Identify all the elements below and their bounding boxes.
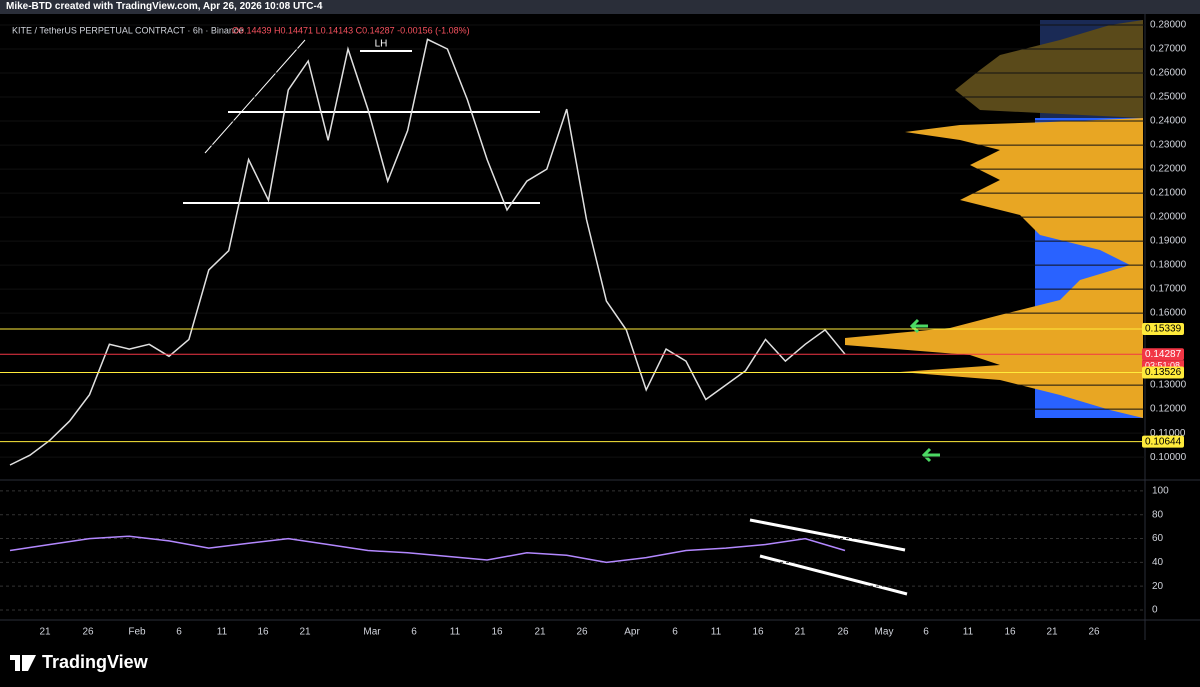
arrow bbox=[921, 447, 940, 463]
y-tick-label: 0.10000 bbox=[1150, 452, 1187, 463]
header: Mike-BTD created with TradingView.com, A… bbox=[0, 0, 1200, 14]
y-tick-label: 20 bbox=[1152, 581, 1164, 592]
x-tick-label: Mar bbox=[363, 627, 381, 638]
symbol-title: KITE / TetherUS PERPETUAL CONTRACT · 6h … bbox=[12, 25, 243, 35]
x-tick-label: 21 bbox=[1046, 627, 1058, 638]
osc-trend bbox=[759, 554, 908, 596]
y-tick-label: 0.22000 bbox=[1150, 164, 1187, 175]
price-label: 0.10644 bbox=[1145, 436, 1182, 447]
x-tick-label: 16 bbox=[491, 627, 503, 638]
y-tick-label: 0.13000 bbox=[1150, 380, 1187, 391]
trend-line bbox=[204, 39, 306, 154]
chart: KITE / TetherUS PERPETUAL CONTRACT · 6h … bbox=[0, 14, 1200, 640]
price-label: 0.14287 bbox=[1145, 349, 1182, 360]
y-tick-label: 0.26000 bbox=[1150, 68, 1187, 79]
annotation: LH bbox=[375, 39, 388, 50]
y-tick-label: 0.19000 bbox=[1150, 236, 1187, 247]
y-tick-label: 0.20000 bbox=[1150, 212, 1187, 223]
x-tick-label: 21 bbox=[39, 627, 51, 638]
x-tick-label: 26 bbox=[576, 627, 588, 638]
ohlc: O0.14439 H0.14471 L0.14143 C0.14287 -0.0… bbox=[232, 25, 470, 35]
price-label-box bbox=[1142, 435, 1184, 448]
y-tick-label: 40 bbox=[1152, 557, 1164, 568]
profile-dim-gold bbox=[955, 20, 1143, 118]
y-tick-label: 0.11000 bbox=[1150, 428, 1186, 439]
price-line bbox=[9, 535, 846, 564]
y-tick-label: 0.12000 bbox=[1150, 404, 1187, 415]
price-label-box bbox=[1142, 366, 1184, 379]
y-tick-label: 0.25000 bbox=[1150, 92, 1187, 103]
x-tick-label: 11 bbox=[450, 627, 461, 638]
y-tick-label: 80 bbox=[1152, 509, 1164, 520]
price-line bbox=[9, 38, 846, 466]
x-tick-label: 11 bbox=[963, 627, 974, 638]
x-tick-label: 16 bbox=[1004, 627, 1016, 638]
x-tick-label: 6 bbox=[411, 627, 417, 638]
price-label: 0.15339 bbox=[1145, 324, 1182, 335]
y-tick-label: 0.17000 bbox=[1150, 284, 1187, 295]
countdown: 03:51:08 bbox=[1145, 361, 1180, 371]
x-tick-label: 21 bbox=[299, 627, 311, 638]
y-tick-label: 0.16000 bbox=[1150, 308, 1187, 319]
x-tick-label: 6 bbox=[672, 627, 678, 638]
x-tick-label: 6 bbox=[923, 627, 929, 638]
y-tick-label: 100 bbox=[1152, 486, 1169, 497]
x-tick-label: Feb bbox=[128, 627, 146, 638]
y-tick-label: 0.18000 bbox=[1150, 260, 1187, 271]
footer-text: TradingView bbox=[42, 652, 148, 672]
x-tick-label: 11 bbox=[711, 627, 722, 638]
x-tick-label: Apr bbox=[624, 627, 640, 638]
x-tick-label: 26 bbox=[837, 627, 849, 638]
y-tick-label: 0.27000 bbox=[1150, 44, 1187, 55]
footer: TradingView bbox=[10, 652, 148, 673]
x-tick-label: 21 bbox=[794, 627, 806, 638]
x-tick-label: May bbox=[875, 627, 894, 638]
y-tick-label: 0.24000 bbox=[1150, 116, 1187, 127]
y-tick-label: 0 bbox=[1152, 605, 1158, 616]
y-tick-label: 0.23000 bbox=[1150, 140, 1187, 151]
y-tick-label: 0.28000 bbox=[1150, 20, 1187, 31]
price-label: 0.13526 bbox=[1145, 367, 1182, 378]
y-tick-label: 60 bbox=[1152, 533, 1164, 544]
x-tick-label: 26 bbox=[1088, 627, 1100, 638]
x-tick-label: 26 bbox=[82, 627, 94, 638]
osc-trend bbox=[749, 518, 906, 552]
countdown-box bbox=[1142, 360, 1184, 372]
x-tick-label: 16 bbox=[257, 627, 269, 638]
x-tick-label: 6 bbox=[176, 627, 182, 638]
x-tick-label: 11 bbox=[217, 627, 228, 638]
y-tick-label: 0.21000 bbox=[1150, 188, 1187, 199]
arrow bbox=[909, 318, 928, 334]
price-label-box bbox=[1142, 348, 1184, 361]
x-tick-label: 21 bbox=[534, 627, 546, 638]
x-tick-label: 16 bbox=[752, 627, 764, 638]
logo bbox=[10, 654, 36, 671]
price-label-box bbox=[1142, 322, 1184, 335]
